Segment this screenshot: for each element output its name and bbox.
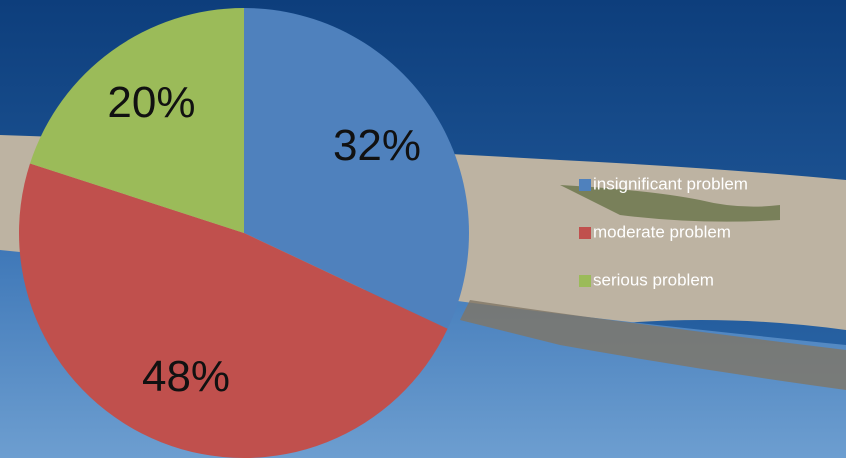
pie-slice xyxy=(244,8,470,329)
legend-swatch xyxy=(579,275,591,287)
data-label: 32% xyxy=(333,121,421,170)
legend-swatch xyxy=(579,179,591,191)
legend: insignificant problem moderate problem ser… xyxy=(579,174,748,289)
data-label: 48% xyxy=(142,352,230,401)
data-label: 20% xyxy=(107,78,195,127)
legend-label: moderate problem xyxy=(593,222,731,241)
legend-swatch xyxy=(579,227,591,239)
legend-label: serious problem xyxy=(593,270,714,289)
pie: 32% 48% 20% xyxy=(19,8,470,458)
pie-slice xyxy=(19,163,448,458)
pie-slice xyxy=(30,8,244,233)
legend-label: insignificant problem xyxy=(593,174,748,193)
